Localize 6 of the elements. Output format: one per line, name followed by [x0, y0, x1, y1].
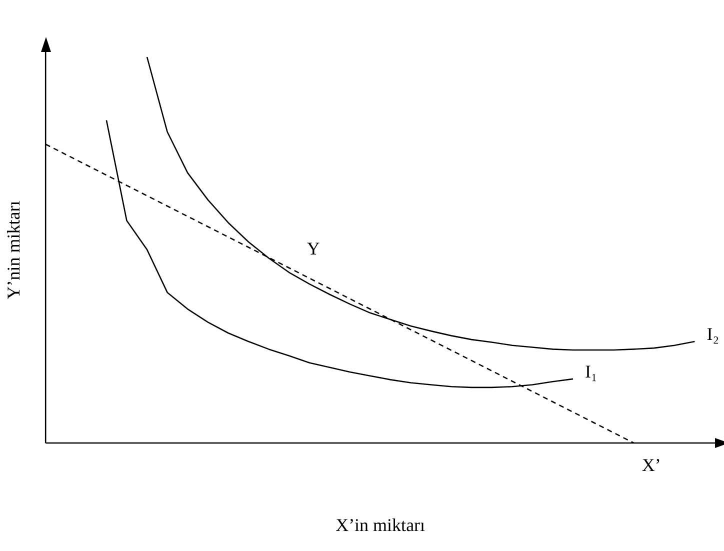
- text: X’: [642, 454, 661, 475]
- y-axis-title: Y’nin miktarı: [4, 200, 24, 300]
- annotation: Y: [306, 238, 320, 259]
- x-axis-title: X’in miktarı: [336, 514, 426, 535]
- series-label: I₂: [706, 324, 719, 344]
- series-label: I₁: [585, 362, 598, 382]
